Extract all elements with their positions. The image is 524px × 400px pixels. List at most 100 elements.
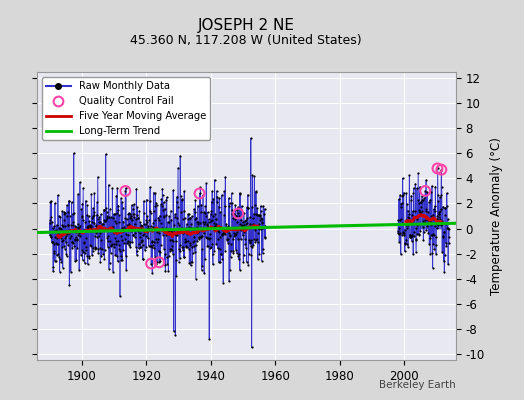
Point <box>431 183 440 190</box>
Point <box>224 230 233 237</box>
Point <box>86 224 95 230</box>
Point <box>234 253 243 260</box>
Point <box>102 216 110 223</box>
Point <box>441 212 450 218</box>
Point <box>444 225 453 231</box>
Point <box>230 230 238 236</box>
Point <box>59 264 67 271</box>
Point <box>155 259 163 266</box>
Point <box>98 220 106 227</box>
Point <box>49 268 57 274</box>
Point <box>412 248 420 255</box>
Point <box>436 222 445 228</box>
Point <box>232 213 240 219</box>
Point <box>195 190 204 197</box>
Point <box>185 260 193 266</box>
Point <box>444 216 452 222</box>
Point <box>216 258 224 265</box>
Point <box>140 210 148 216</box>
Point <box>177 192 185 199</box>
Point <box>156 258 165 264</box>
Point <box>163 261 171 267</box>
Point <box>148 239 156 245</box>
Point <box>437 166 445 173</box>
Point <box>253 212 261 218</box>
Point <box>49 240 58 247</box>
Point <box>111 252 119 258</box>
Point <box>191 248 199 255</box>
Point <box>400 232 408 238</box>
Point <box>172 272 180 279</box>
Point <box>147 260 155 267</box>
Point <box>151 190 159 196</box>
Point <box>178 244 186 250</box>
Point <box>157 220 165 226</box>
Point <box>202 180 211 186</box>
Point <box>107 242 116 249</box>
Point <box>404 213 412 220</box>
Point <box>93 199 101 206</box>
Point <box>253 205 261 212</box>
Point <box>101 218 110 224</box>
Point <box>151 236 160 243</box>
Point <box>192 214 201 221</box>
Point <box>47 214 56 220</box>
Point <box>105 237 114 244</box>
Point <box>188 227 196 234</box>
Point <box>411 180 420 187</box>
Point <box>79 185 88 191</box>
Point <box>434 213 443 220</box>
Point <box>203 221 211 227</box>
Point <box>69 222 77 228</box>
Point <box>141 247 149 254</box>
Point <box>422 216 431 222</box>
Point <box>58 244 66 250</box>
Point <box>438 249 446 255</box>
Point <box>66 227 74 234</box>
Point <box>113 185 122 192</box>
Point <box>182 225 190 232</box>
Point <box>46 219 54 226</box>
Point <box>420 228 428 235</box>
Point <box>249 242 257 248</box>
Point <box>78 200 86 207</box>
Point <box>166 245 174 252</box>
Point <box>83 261 92 267</box>
Point <box>174 165 182 171</box>
Point <box>122 252 130 259</box>
Point <box>405 215 413 222</box>
Point <box>70 209 78 216</box>
Point <box>53 241 61 248</box>
Point <box>424 208 432 215</box>
Point <box>186 215 194 221</box>
Point <box>443 220 452 226</box>
Point <box>231 232 239 239</box>
Point <box>195 236 203 242</box>
Point <box>397 216 405 222</box>
Point <box>108 215 117 222</box>
Point <box>125 221 134 228</box>
Point <box>236 191 244 197</box>
Point <box>167 237 176 244</box>
Point <box>258 219 267 225</box>
Point <box>107 242 115 249</box>
Point <box>242 216 250 223</box>
Point <box>243 220 252 226</box>
Point <box>188 244 196 250</box>
Point <box>426 196 434 203</box>
Point <box>407 234 415 240</box>
Point <box>137 244 145 250</box>
Point <box>430 246 439 252</box>
Point <box>201 203 210 209</box>
Point <box>421 188 430 194</box>
Point <box>76 232 84 239</box>
Point <box>165 213 173 220</box>
Point <box>251 239 259 245</box>
Point <box>116 233 125 239</box>
Point <box>219 279 227 286</box>
Point <box>171 238 180 244</box>
Point <box>62 253 71 259</box>
Point <box>132 225 140 232</box>
Point <box>424 217 432 223</box>
Point <box>64 198 73 204</box>
